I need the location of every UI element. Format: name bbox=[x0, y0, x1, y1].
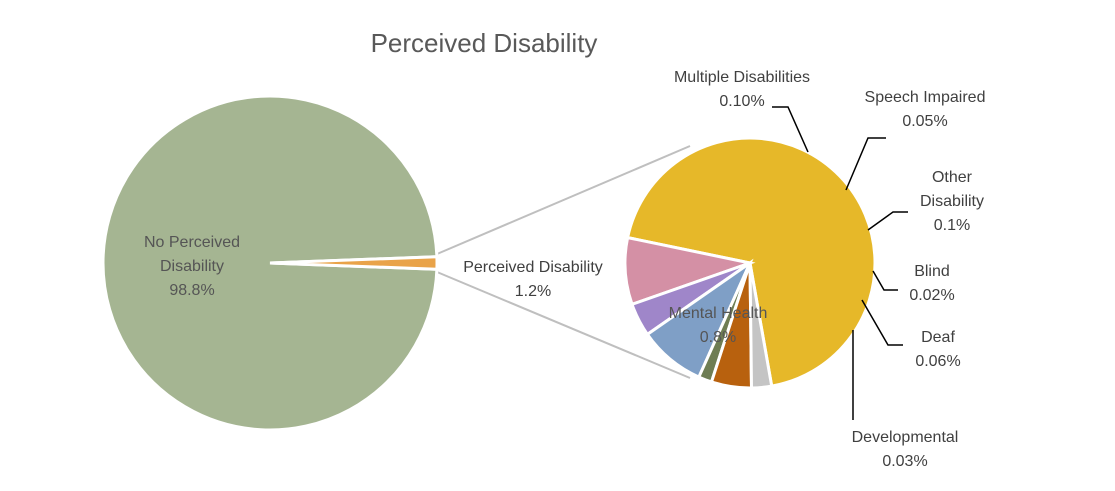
label-developmental: Developmental 0.03% bbox=[852, 429, 959, 470]
main-slice-perceived-disability bbox=[269, 255, 439, 271]
connector-bottom bbox=[436, 271, 691, 379]
connector-top bbox=[436, 145, 691, 255]
label-perceived-disability: Perceived Disability 1.2% bbox=[463, 259, 603, 300]
label-no-perceived-disability: No Perceived Disability 98.8% bbox=[144, 234, 240, 299]
leader-speech-impaired bbox=[845, 137, 886, 191]
leader-multiple-disabilities bbox=[772, 106, 809, 153]
label-deaf: Deaf 0.06% bbox=[915, 329, 960, 370]
leader-lines bbox=[772, 106, 908, 420]
sub-pie bbox=[623, 136, 877, 390]
label-other-disability: Other Disability 0.1% bbox=[920, 169, 984, 234]
leader-deaf bbox=[861, 299, 903, 346]
label-speech-impaired: Speech Impaired 0.05% bbox=[865, 89, 986, 130]
sub-slice-developmental bbox=[748, 262, 774, 390]
connector-lines bbox=[436, 145, 691, 379]
label-blind: Blind 0.02% bbox=[909, 263, 954, 304]
data-labels: No Perceived Disability 98.8% Perceived Dis… bbox=[144, 69, 986, 470]
leader-other-disability bbox=[867, 211, 908, 231]
chart-title: Perceived Disability bbox=[371, 28, 598, 58]
main-pie bbox=[101, 94, 439, 432]
label-multiple-disabilities: Multiple Disabilities 0.10% bbox=[674, 69, 810, 110]
leader-blind bbox=[872, 270, 898, 291]
label-mental-health: Mental Health 0.8% bbox=[669, 305, 768, 346]
